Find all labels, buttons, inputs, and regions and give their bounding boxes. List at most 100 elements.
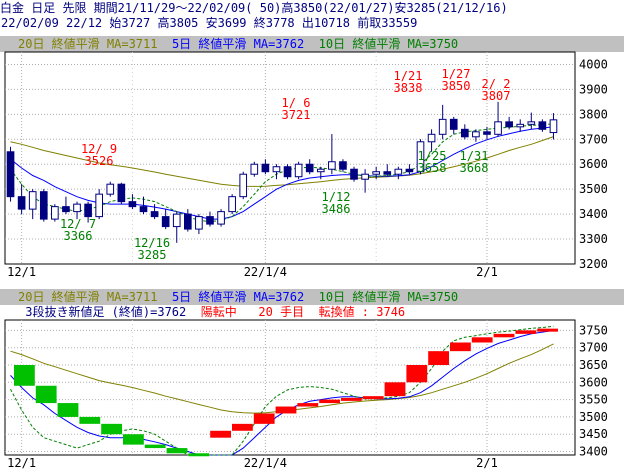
bottom-y-tick-label: 3450	[579, 427, 608, 441]
bull-brick	[406, 365, 428, 383]
legend-ma20: 20日 終値平滑 MA=3711	[18, 37, 158, 51]
candle-up	[416, 141, 425, 173]
top-x-tick-label: 22/1/4	[244, 265, 287, 279]
top-x-tick-label: 12/1	[7, 265, 36, 279]
header-summary: 白金 日足 先限 期間21/11/29～22/02/09( 50)高3850(2…	[0, 1, 508, 15]
candle-down	[383, 171, 392, 175]
bottom-y-tick-label: 3500	[579, 410, 608, 424]
candle-down	[183, 213, 192, 230]
candle-up	[239, 173, 248, 198]
bear-brick	[35, 385, 57, 404]
top-y-tick-label: 3300	[579, 232, 608, 246]
candle-up	[394, 168, 403, 175]
candle-up	[438, 118, 447, 135]
candle-down	[350, 168, 358, 180]
candle-down	[483, 131, 491, 135]
bear-brick	[57, 403, 79, 417]
top-y-tick-label: 3700	[579, 132, 608, 146]
candle-down	[139, 206, 148, 213]
annotation-date: 1/27	[442, 67, 471, 81]
candle-up	[228, 196, 236, 213]
bottom-y-tick-label: 3750	[579, 323, 608, 337]
bull-brick	[297, 403, 319, 407]
annotation-value: 3838	[394, 81, 423, 95]
bottom-x-tick-label: 22/1/4	[244, 456, 287, 470]
candle-down	[405, 168, 414, 173]
bottom-y-tick-label: 3700	[579, 341, 608, 355]
candle-down	[39, 191, 48, 220]
top-y-tick-label: 3400	[579, 207, 608, 221]
candle-down	[538, 121, 547, 130]
candle-up	[372, 171, 381, 175]
legend-sanpe-reversal: 転換値 : 3746	[318, 305, 406, 319]
candle-down	[117, 183, 126, 203]
bull-brick	[515, 330, 537, 334]
candle-up	[316, 168, 325, 173]
candle-up	[95, 193, 104, 218]
candle-down	[305, 163, 314, 173]
candle-up	[106, 183, 115, 195]
bull-brick	[450, 342, 471, 352]
header-line-2: 22/02/09 22/12 始3727 高3805 安3699 終3778 出…	[0, 15, 624, 31]
bottom-x-tick-label: 2/1	[476, 456, 498, 470]
bear-brick	[101, 423, 122, 435]
candle-up	[195, 216, 203, 230]
candle-up	[73, 203, 81, 213]
top-y-tick-label: 3800	[579, 107, 608, 121]
annotation-value: 3668	[460, 161, 489, 175]
candle-up	[28, 191, 37, 210]
annotation-date: 1/12	[322, 190, 351, 204]
annotation-value: 3721	[282, 108, 311, 122]
bear-brick	[14, 365, 35, 386]
bull-brick	[362, 396, 384, 400]
candle-up	[217, 211, 225, 225]
top-y-tick-label: 4000	[579, 57, 608, 71]
bull-brick	[232, 423, 253, 431]
candle-up	[361, 173, 369, 180]
top-legend: 20日 終値平滑 MA=3711 5日 終値平滑 MA=3762 10日 終値平…	[0, 36, 624, 52]
annotation-date: 2/ 2	[482, 77, 511, 91]
annotation-date: 1/ 6	[282, 96, 311, 110]
top-plot-area	[4, 51, 576, 265]
candle-up	[516, 123, 525, 128]
bull-brick	[341, 397, 362, 401]
top-y-tick-label: 3900	[579, 82, 608, 96]
candle-up	[250, 163, 259, 175]
bull-brick	[253, 413, 275, 424]
bottom-legend-2: 3段抜き新値足 (終値)=3762 陽転中 20 手目 転換値 : 3746	[0, 304, 624, 320]
annotation-date: 12/ 9	[81, 142, 117, 156]
candle-down	[206, 216, 214, 225]
legend2-ma10: 10日 終値平滑 MA=3750	[318, 290, 459, 304]
candle-up	[472, 131, 480, 138]
bear-brick	[188, 453, 210, 457]
bottom-legend-1: 20日 終値平滑 MA=3711 5日 終値平滑 MA=3762 10日 終値平…	[0, 289, 624, 305]
annotation-date: 12/ 7	[60, 217, 96, 231]
candle-up	[51, 206, 59, 220]
bull-brick	[319, 399, 340, 404]
legend-sanpe-status: 陽転中	[200, 305, 237, 319]
annotation-date: 1/31	[460, 149, 489, 163]
candle-up	[328, 161, 336, 170]
candle-up	[294, 163, 303, 178]
bottom-y-tick-label: 3600	[579, 375, 608, 389]
header-line-1: 白金 日足 先限 期間21/11/29～22/02/09( 50)高3850(2…	[0, 0, 624, 16]
candle-up	[172, 213, 181, 228]
bull-brick	[471, 337, 493, 343]
candle-down	[283, 166, 292, 178]
legend-sanpe-label: 3段抜き新値足 (終値)=3762	[18, 305, 187, 319]
annotation-date: 1/25	[418, 149, 447, 163]
legend-sanpe-count: 20 手目	[258, 305, 305, 319]
legend-ma10: 10日 終値平滑 MA=3750	[318, 37, 459, 51]
bull-brick	[537, 328, 558, 332]
bull-brick	[384, 382, 406, 397]
bull-brick	[428, 351, 449, 365]
candle-down	[339, 161, 347, 170]
bottom-y-tick-label: 3550	[579, 393, 608, 407]
annotation-value: 3366	[64, 229, 93, 243]
annotation-value: 3526	[85, 154, 114, 168]
annotation-date: 1/21	[394, 69, 423, 83]
bear-brick	[79, 416, 101, 424]
candle-down	[62, 206, 70, 213]
candle-down	[17, 196, 26, 210]
